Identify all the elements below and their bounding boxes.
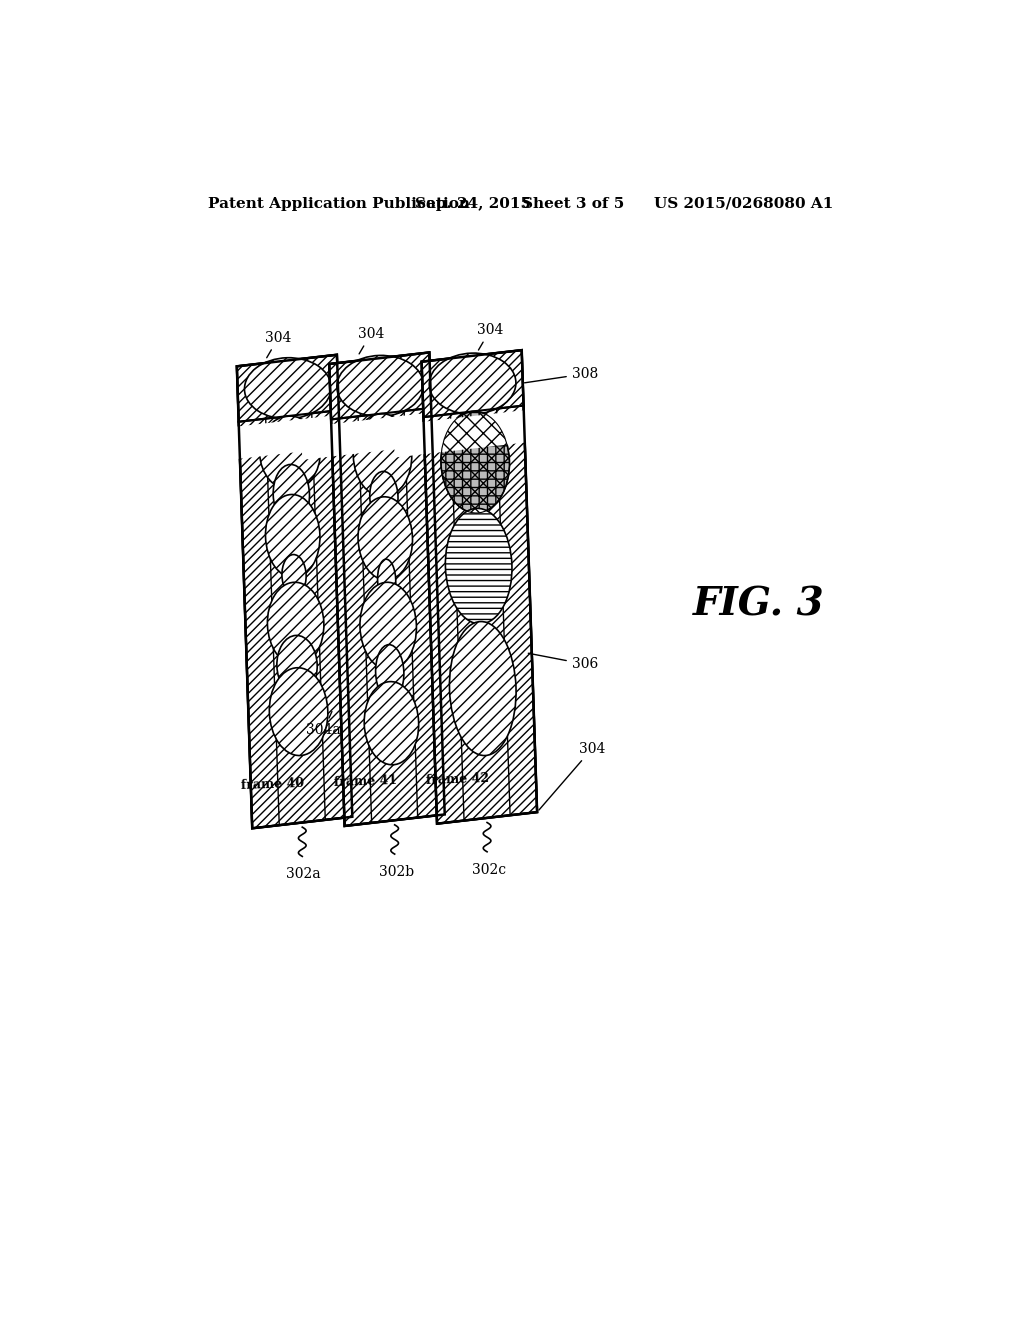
Polygon shape <box>301 409 463 459</box>
Ellipse shape <box>360 582 417 671</box>
Ellipse shape <box>269 668 328 755</box>
Ellipse shape <box>260 416 321 490</box>
Ellipse shape <box>282 554 306 597</box>
Text: 304a: 304a <box>306 711 341 738</box>
Text: 302c: 302c <box>471 862 506 876</box>
Text: FIG. 3: FIG. 3 <box>692 586 824 624</box>
Text: 302a: 302a <box>287 867 322 882</box>
Ellipse shape <box>450 622 516 755</box>
Polygon shape <box>422 350 538 824</box>
Ellipse shape <box>429 352 516 414</box>
Ellipse shape <box>365 681 419 764</box>
Ellipse shape <box>378 560 395 601</box>
Polygon shape <box>330 352 444 826</box>
Polygon shape <box>393 407 555 458</box>
Text: 302b: 302b <box>379 865 414 879</box>
Ellipse shape <box>245 358 331 418</box>
Ellipse shape <box>276 635 317 696</box>
Ellipse shape <box>337 355 424 417</box>
Text: 308: 308 <box>524 367 598 383</box>
Ellipse shape <box>358 496 413 579</box>
Polygon shape <box>237 355 352 829</box>
Text: frame 40: frame 40 <box>241 776 305 792</box>
Ellipse shape <box>445 508 512 624</box>
Text: frame 41: frame 41 <box>334 775 397 789</box>
Polygon shape <box>209 412 370 462</box>
Ellipse shape <box>267 582 324 665</box>
Ellipse shape <box>265 495 319 578</box>
Ellipse shape <box>353 413 412 496</box>
Text: 304: 304 <box>265 331 292 358</box>
Text: 306: 306 <box>528 653 598 671</box>
Text: Sheet 3 of 5: Sheet 3 of 5 <box>521 197 624 211</box>
Text: 304: 304 <box>539 742 605 810</box>
Text: 304: 304 <box>357 327 384 354</box>
Ellipse shape <box>370 471 398 523</box>
Text: frame 42: frame 42 <box>426 772 489 787</box>
Text: Patent Application Publication: Patent Application Publication <box>208 197 470 211</box>
Ellipse shape <box>376 644 403 700</box>
Ellipse shape <box>441 412 510 513</box>
Text: 304: 304 <box>477 323 504 350</box>
Text: Sep. 24, 2015: Sep. 24, 2015 <box>416 197 531 211</box>
Text: US 2015/0268080 A1: US 2015/0268080 A1 <box>654 197 834 211</box>
Ellipse shape <box>273 465 309 524</box>
